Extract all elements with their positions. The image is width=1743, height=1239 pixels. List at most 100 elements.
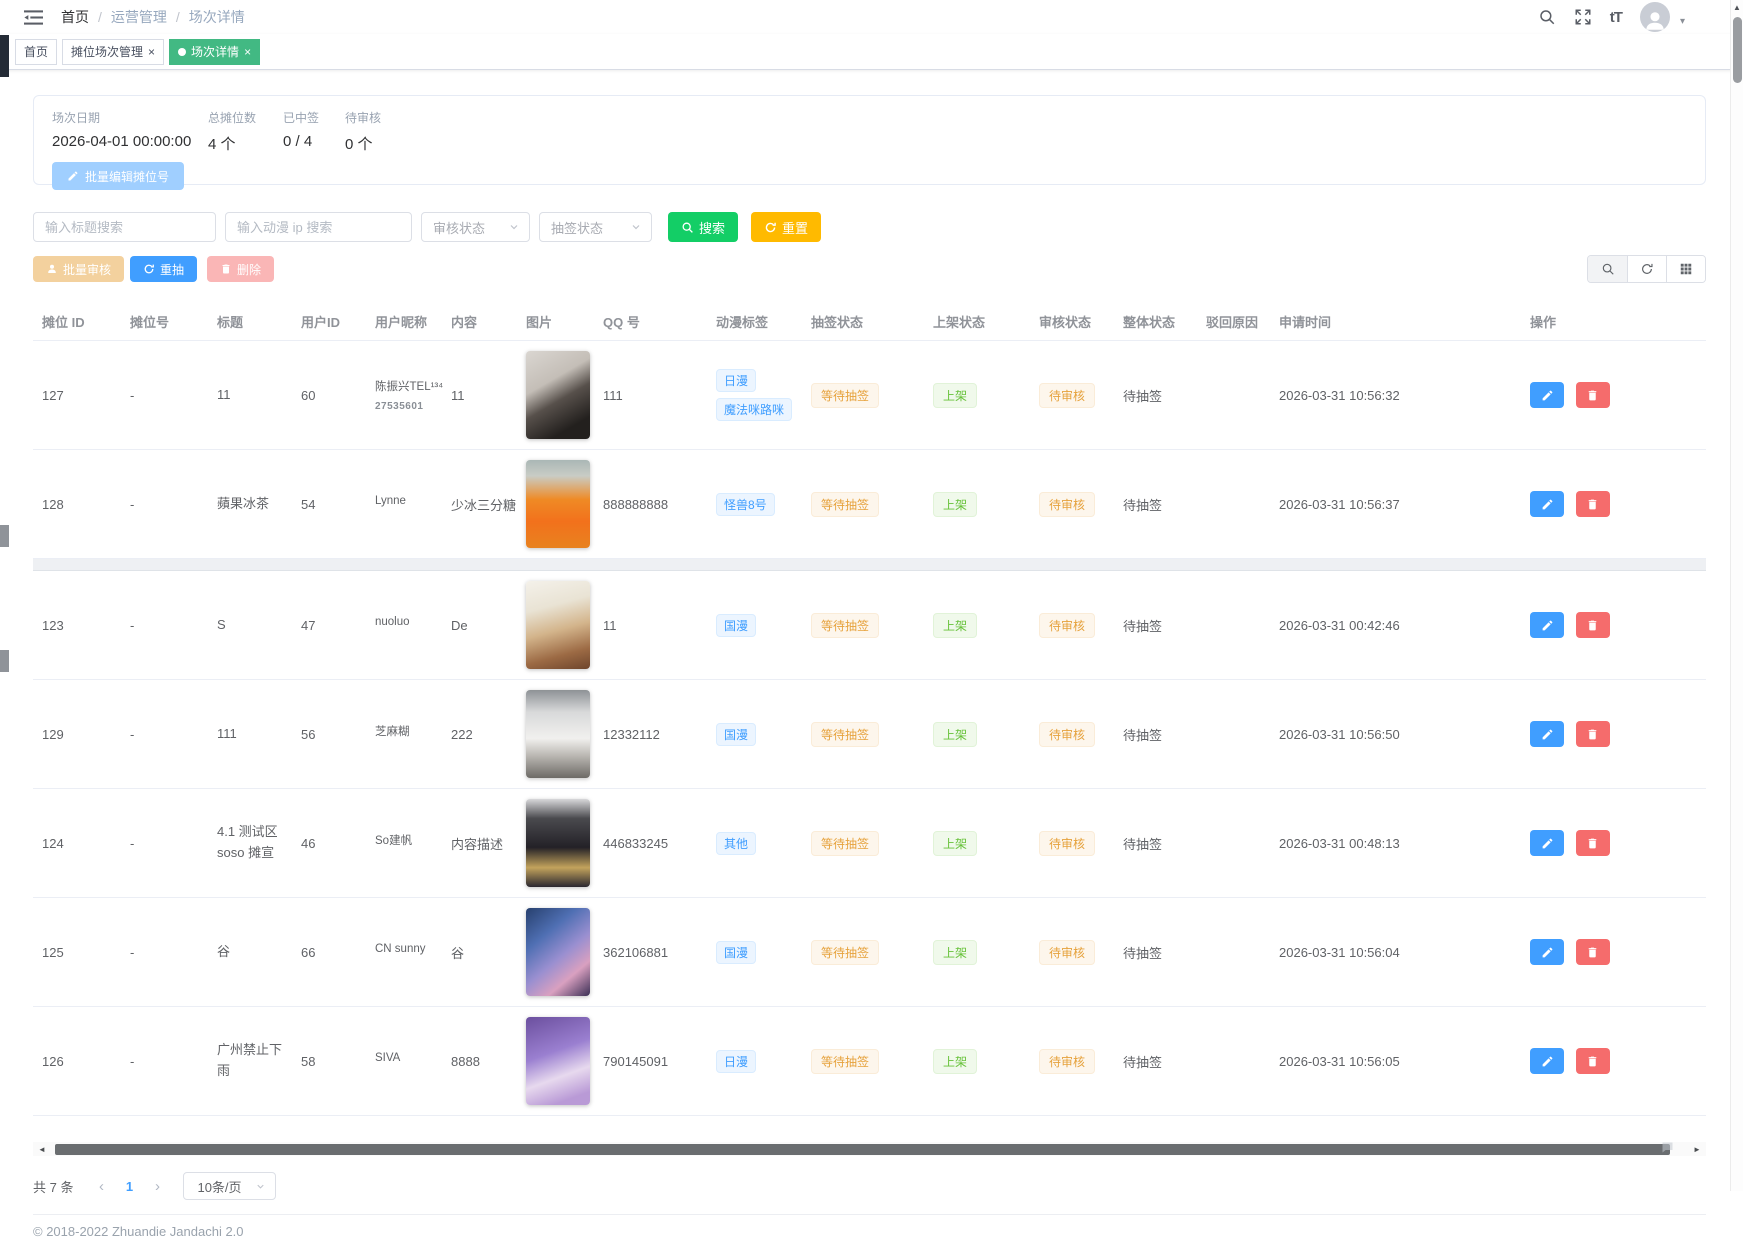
cell-photo xyxy=(524,340,601,450)
row-delete-button[interactable] xyxy=(1575,939,1610,965)
cell-title: 谷 xyxy=(215,897,299,1007)
booth-photo[interactable] xyxy=(526,460,590,548)
row-delete-button[interactable] xyxy=(1575,830,1610,856)
cell-operations xyxy=(1528,1006,1706,1116)
row-delete-button[interactable] xyxy=(1575,1048,1610,1074)
column-header: 动漫标签 xyxy=(714,307,809,341)
prev-page-icon[interactable]: ‹ xyxy=(98,1177,104,1195)
search-icon xyxy=(1602,263,1614,275)
search-button[interactable]: 搜索 xyxy=(668,212,739,242)
row-edit-button[interactable] xyxy=(1530,382,1564,408)
cell-apply-time: 2026-03-31 10:56:37 xyxy=(1277,449,1528,559)
row-edit-button[interactable] xyxy=(1530,491,1564,517)
toolbar-refresh-button[interactable] xyxy=(1627,256,1666,282)
anime-tag: 国漫 xyxy=(716,722,757,746)
row-edit-button[interactable] xyxy=(1530,721,1564,747)
cell-content: 11 xyxy=(449,340,524,450)
cell-operations xyxy=(1528,788,1706,898)
row-edit-button[interactable] xyxy=(1530,1048,1564,1074)
shelf-status-badge: 上架 xyxy=(933,721,978,747)
cell-apply-time: 2026-03-31 10:56:04 xyxy=(1277,897,1528,1007)
anime-ip-search-input[interactable] xyxy=(225,212,412,242)
review-status-badge: 待审核 xyxy=(1039,612,1096,638)
active-tab-dot xyxy=(178,47,187,56)
cell-shelf-status: 上架 xyxy=(931,570,1037,680)
column-header: 抽签状态 xyxy=(809,307,931,341)
column-header: 整体状态 xyxy=(1121,307,1204,341)
row-delete-button[interactable] xyxy=(1575,612,1610,638)
cell-nickname: So建帆 xyxy=(373,788,449,898)
avatar[interactable] xyxy=(1639,2,1670,32)
cell-booth-number: - xyxy=(128,788,215,898)
scroll-right-icon[interactable]: ► xyxy=(1693,1144,1701,1154)
cell-title: 蘋果冰茶 xyxy=(215,449,299,559)
fullscreen-icon[interactable] xyxy=(1574,8,1592,26)
row-edit-button[interactable] xyxy=(1530,939,1564,965)
tab-首页[interactable]: 首页 xyxy=(15,38,58,65)
tab-场次详情[interactable]: 场次详情 × xyxy=(169,38,261,65)
cell-title: 111 xyxy=(215,679,299,789)
toolbar-columns-button[interactable] xyxy=(1666,256,1705,282)
cell-booth-number: - xyxy=(128,340,215,450)
close-icon[interactable]: × xyxy=(244,44,252,59)
bulk-review-button[interactable]: 批量审核 xyxy=(33,256,125,282)
redraw-button[interactable]: 重抽 xyxy=(130,256,198,282)
row-edit-button[interactable] xyxy=(1530,830,1564,856)
lottery-status-placeholder: 抽签状态 xyxy=(551,220,604,236)
total-count: 共 7 条 xyxy=(33,1179,74,1195)
booth-photo[interactable] xyxy=(526,908,590,996)
vertical-scrollbar-thumb[interactable] xyxy=(1733,17,1742,83)
review-status-badge: 待审核 xyxy=(1039,491,1096,517)
title-search-input[interactable] xyxy=(33,212,216,242)
anime-tag: 日漫 xyxy=(716,369,757,392)
summary-field-label: 待审核 xyxy=(345,111,382,125)
row-edit-button[interactable] xyxy=(1530,612,1564,638)
close-icon[interactable]: × xyxy=(148,44,156,59)
row-delete-button[interactable] xyxy=(1575,382,1610,408)
bulk-delete-button[interactable]: 删除 xyxy=(207,256,275,282)
row-delete-button[interactable] xyxy=(1575,491,1610,517)
next-page-icon[interactable]: › xyxy=(154,1177,160,1195)
tab-摊位场次管理[interactable]: 摊位场次管理 × xyxy=(62,38,165,65)
cell-booth-number: - xyxy=(128,1006,215,1116)
scroll-up-icon[interactable]: ▲ xyxy=(1733,3,1741,12)
vertical-scrollbar[interactable]: ▲ xyxy=(1730,0,1743,1191)
floating-widget-icon[interactable] xyxy=(1660,1140,1675,1158)
review-status-badge: 待审核 xyxy=(1039,1048,1096,1074)
shelf-status-badge: 上架 xyxy=(933,830,978,856)
delete-icon xyxy=(1588,1056,1597,1066)
cell-overall-status: 待抽签 xyxy=(1121,679,1204,789)
anime-tag: 日漫 xyxy=(716,1049,757,1073)
cell-review-status: 待审核 xyxy=(1037,570,1121,680)
page-number[interactable]: 1 xyxy=(125,1178,134,1194)
cell-apply-time: 2026-03-31 10:56:50 xyxy=(1277,679,1528,789)
cell-apply-time: 2026-03-31 10:56:32 xyxy=(1277,340,1528,450)
row-delete-button[interactable] xyxy=(1575,721,1610,747)
review-status-select[interactable]: 审核状态 xyxy=(421,212,530,242)
cell-content: 谷 xyxy=(449,897,524,1007)
breadcrumb-item[interactable]: 运营管理 xyxy=(110,9,167,25)
booth-photo[interactable] xyxy=(526,351,590,439)
cell-content: De xyxy=(449,570,524,680)
bulk-edit-booth-number-button[interactable]: 批量编辑摊位号 xyxy=(52,162,185,190)
search-button-label: 搜索 xyxy=(699,220,726,236)
horizontal-scrollbar-thumb[interactable] xyxy=(55,1143,1670,1155)
top-navbar: 首页 / 运营管理 / 场次详情 tT ▾ xyxy=(0,0,1743,34)
booth-photo[interactable] xyxy=(526,690,590,778)
booth-photo[interactable] xyxy=(526,799,590,887)
lottery-status-select[interactable]: 抽签状态 xyxy=(539,212,652,242)
row-divider-band-cell xyxy=(33,558,1706,571)
toolbar-search-toggle-button[interactable] xyxy=(1588,256,1627,282)
font-size-icon[interactable]: tT xyxy=(1609,8,1623,26)
search-icon[interactable] xyxy=(1538,8,1556,26)
cell-review-status: 待审核 xyxy=(1037,897,1121,1007)
booth-photo[interactable] xyxy=(526,581,590,669)
scroll-left-icon[interactable]: ◄ xyxy=(38,1144,46,1154)
reset-button[interactable]: 重置 xyxy=(751,212,822,242)
breadcrumb-item[interactable]: 首页 xyxy=(61,9,89,25)
page-size-select[interactable]: 10条/页 xyxy=(183,1172,276,1200)
cell-user-id: 66 xyxy=(299,897,373,1007)
hamburger-icon[interactable] xyxy=(24,9,43,26)
booth-photo[interactable] xyxy=(526,1017,590,1105)
caret-down-icon[interactable]: ▾ xyxy=(1679,15,1685,27)
